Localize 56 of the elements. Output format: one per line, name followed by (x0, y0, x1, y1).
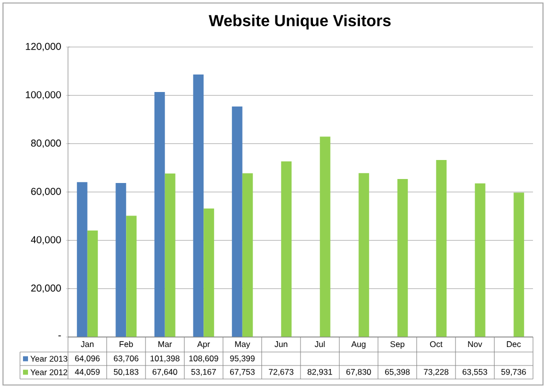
x-tick-label: Apr (197, 341, 210, 349)
data-label: 64,096 (75, 355, 100, 362)
x-tick-label: Nov (468, 341, 482, 348)
data-label: 63,706 (114, 355, 138, 362)
data-label: 73,228 (424, 368, 448, 376)
x-tick-label: Jan (80, 341, 94, 348)
bar (116, 183, 126, 337)
data-label: 65,398 (385, 368, 410, 376)
data-label: 101,398 (150, 355, 180, 362)
bar (126, 216, 137, 337)
y-tick-label: 40,000 (30, 236, 61, 244)
x-tick-label: Aug (351, 341, 366, 349)
bar (232, 106, 242, 337)
y-tick-label: 120,000 (26, 42, 61, 52)
x-tick-label: Mar (158, 341, 172, 348)
legend-label: Year 2012 (30, 369, 68, 376)
x-tick-label: Jun (274, 341, 288, 348)
data-label: 72,673 (268, 368, 294, 376)
x-tick-label: Dec (506, 341, 521, 348)
y-tick-label: - (58, 335, 61, 336)
bar (397, 178, 408, 337)
data-label: 53,167 (191, 368, 216, 376)
bar (193, 74, 204, 337)
x-tick-label: Sep (390, 341, 404, 349)
data-label: 63,553 (462, 368, 488, 376)
bar (436, 160, 447, 337)
bar (358, 173, 370, 337)
data-label: 44,059 (74, 368, 100, 376)
data-label: 50,183 (114, 368, 138, 376)
bar (474, 183, 486, 337)
x-tick-label: Feb (120, 341, 133, 348)
bar (242, 173, 253, 337)
chart-title: Website Unique Visitors (208, 14, 391, 30)
data-label: 67,640 (152, 368, 178, 376)
bar (164, 174, 176, 337)
x-tick-label: Jul (314, 341, 325, 348)
data-label: 82,931 (308, 368, 332, 376)
x-tick-label: May (235, 341, 250, 349)
data-label: 59,736 (501, 368, 526, 376)
bar (154, 92, 165, 337)
bar (87, 230, 98, 337)
y-tick-label: 20,000 (31, 284, 61, 293)
data-label: 95,399 (230, 355, 255, 362)
y-tick-label: 80,000 (31, 140, 61, 148)
data-label: 108,609 (189, 355, 218, 362)
bar (281, 161, 292, 337)
x-tick-label: Oct (430, 341, 442, 348)
bar (320, 136, 330, 337)
bar (514, 192, 524, 337)
data-label: 67,830 (346, 368, 371, 376)
bar (204, 208, 214, 337)
y-tick-label: 60,000 (31, 188, 61, 196)
bar (76, 182, 88, 337)
legend-label: Year 2013 (30, 356, 68, 362)
data-label: 67,753 (230, 368, 255, 376)
y-tick-label: 100,000 (26, 91, 61, 100)
